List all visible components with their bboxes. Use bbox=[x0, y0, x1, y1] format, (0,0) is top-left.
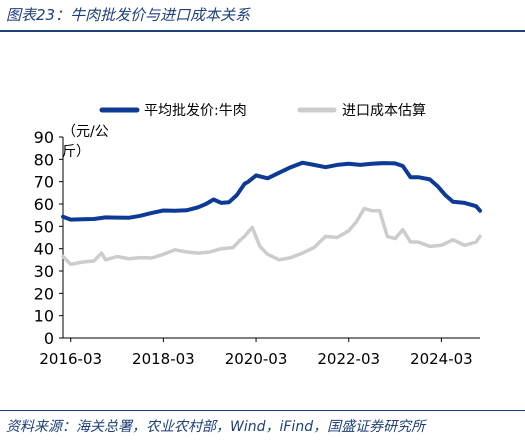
x-tick-label: 2024-03 bbox=[410, 350, 473, 368]
series-line-wholesale bbox=[61, 160, 482, 222]
x-tick-label: 2018-03 bbox=[132, 350, 195, 368]
y-tick-label: 70 bbox=[34, 173, 54, 192]
y-axis-unit-label-line2: 斤） bbox=[62, 144, 90, 160]
y-tick-label: 0 bbox=[44, 329, 54, 348]
x-tick-label: 2020-03 bbox=[225, 350, 288, 368]
y-tick-label: 60 bbox=[34, 195, 54, 214]
source-note: 资料来源：海关总署，农业农村部，Wind，iFind，国盛证券研究所 bbox=[6, 419, 426, 435]
y-axis-unit-label-line1: （元/公 bbox=[62, 124, 109, 140]
footer-rule bbox=[0, 410, 525, 411]
axes: 0 10 20 30 40 50 60 70 80 90 2016-03 2018-03 2020-03… bbox=[34, 128, 480, 368]
legend-label-import: 进口成本估算 bbox=[342, 103, 426, 119]
series-line-import bbox=[61, 206, 482, 267]
title-underline bbox=[0, 30, 525, 32]
legend-label-wholesale: 平均批发价:牛肉 bbox=[144, 103, 247, 119]
y-tick-label: 20 bbox=[34, 284, 54, 303]
y-tick-label: 10 bbox=[34, 307, 54, 326]
y-tick-label: 80 bbox=[34, 150, 54, 169]
series-lines bbox=[61, 160, 482, 267]
y-tick-label: 30 bbox=[34, 262, 54, 281]
y-tick-label: 90 bbox=[34, 128, 54, 147]
y-tick-label: 40 bbox=[34, 240, 54, 259]
line-chart: 平均批发价:牛肉 进口成本估算 （元/公 斤） 0 10 20 30 40 50 60 70 8… bbox=[34, 103, 482, 368]
legend: 平均批发价:牛肉 进口成本估算 bbox=[99, 103, 426, 119]
y-tick-label: 50 bbox=[34, 217, 54, 236]
x-tick-label: 2022-03 bbox=[317, 350, 380, 368]
figure-title: 图表23：牛肉批发价与进口成本关系 bbox=[6, 6, 251, 24]
x-tick-label: 2016-03 bbox=[39, 350, 102, 368]
